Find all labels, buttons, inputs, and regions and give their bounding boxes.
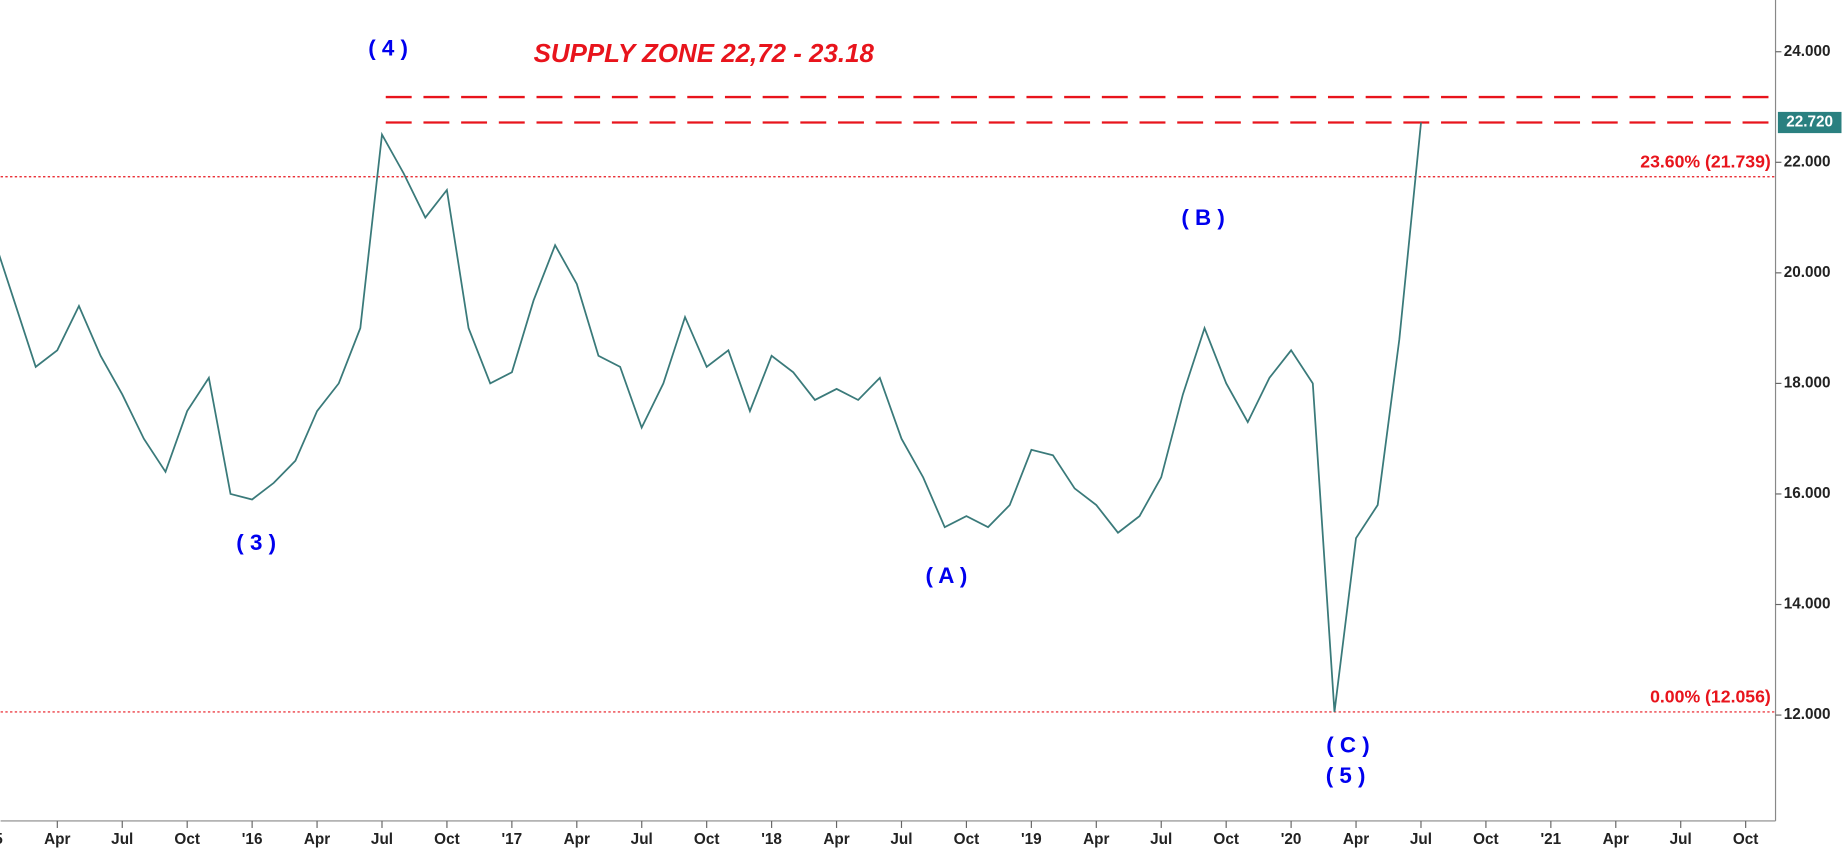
- x-tick-label: Jul: [1670, 831, 1692, 848]
- x-tick-label: Apr: [44, 831, 70, 848]
- x-tick-label: Jul: [111, 831, 133, 848]
- x-tick-label: Apr: [1343, 831, 1369, 848]
- x-tick-label: Jul: [1410, 831, 1432, 848]
- y-tick-label: 22.000: [1784, 153, 1831, 170]
- wave-label: ( 5 ): [1326, 763, 1366, 788]
- y-tick-label: 12.000: [1784, 706, 1831, 723]
- x-tick-label: '15: [0, 831, 3, 848]
- price-line: [0, 122, 1422, 713]
- x-tick-label: Oct: [1473, 831, 1499, 848]
- x-tick-label: '17: [502, 831, 523, 848]
- x-tick-label: Oct: [1213, 831, 1239, 848]
- x-tick-label: Jul: [371, 831, 393, 848]
- y-tick-label: 14.000: [1784, 596, 1831, 613]
- x-tick-label: Oct: [1733, 831, 1759, 848]
- x-tick-label: Jul: [890, 831, 912, 848]
- x-tick-label: Oct: [174, 831, 200, 848]
- y-tick-label: 18.000: [1784, 374, 1831, 391]
- wave-label: ( B ): [1181, 205, 1224, 230]
- x-tick-label: '18: [761, 831, 782, 848]
- x-tick-label: '16: [242, 831, 263, 848]
- y-tick-label: 24.000: [1784, 43, 1831, 60]
- x-tick-label: Apr: [1083, 831, 1109, 848]
- x-tick-label: Oct: [434, 831, 460, 848]
- y-tick-label: 20.000: [1784, 264, 1831, 281]
- x-tick-label: Jul: [1150, 831, 1172, 848]
- y-tick-label: 16.000: [1784, 485, 1831, 502]
- x-tick-label: Jul: [631, 831, 653, 848]
- wave-label: ( C ): [1326, 733, 1369, 758]
- x-tick-label: '19: [1021, 831, 1042, 848]
- x-tick-label: '21: [1541, 831, 1562, 848]
- fib-label: 23.60% (21.739): [1640, 151, 1771, 171]
- x-tick-label: '20: [1281, 831, 1302, 848]
- wave-label: ( 4 ): [368, 35, 408, 60]
- x-tick-label: Oct: [694, 831, 720, 848]
- fib-label: 0.00% (12.056): [1650, 687, 1771, 707]
- wave-label: ( A ): [925, 563, 967, 588]
- last-price-box: [1777, 111, 1842, 134]
- wave-label: ( 3 ): [236, 530, 276, 555]
- x-tick-label: Apr: [304, 831, 330, 848]
- x-tick-label: Apr: [823, 831, 849, 848]
- chart-title: SUPPLY ZONE 22,72 - 23.18: [534, 40, 875, 68]
- x-tick-label: Oct: [954, 831, 979, 848]
- last-price-label: 22.720: [1786, 114, 1833, 131]
- x-tick-label: Apr: [1603, 831, 1629, 848]
- x-tick-label: Apr: [564, 831, 590, 848]
